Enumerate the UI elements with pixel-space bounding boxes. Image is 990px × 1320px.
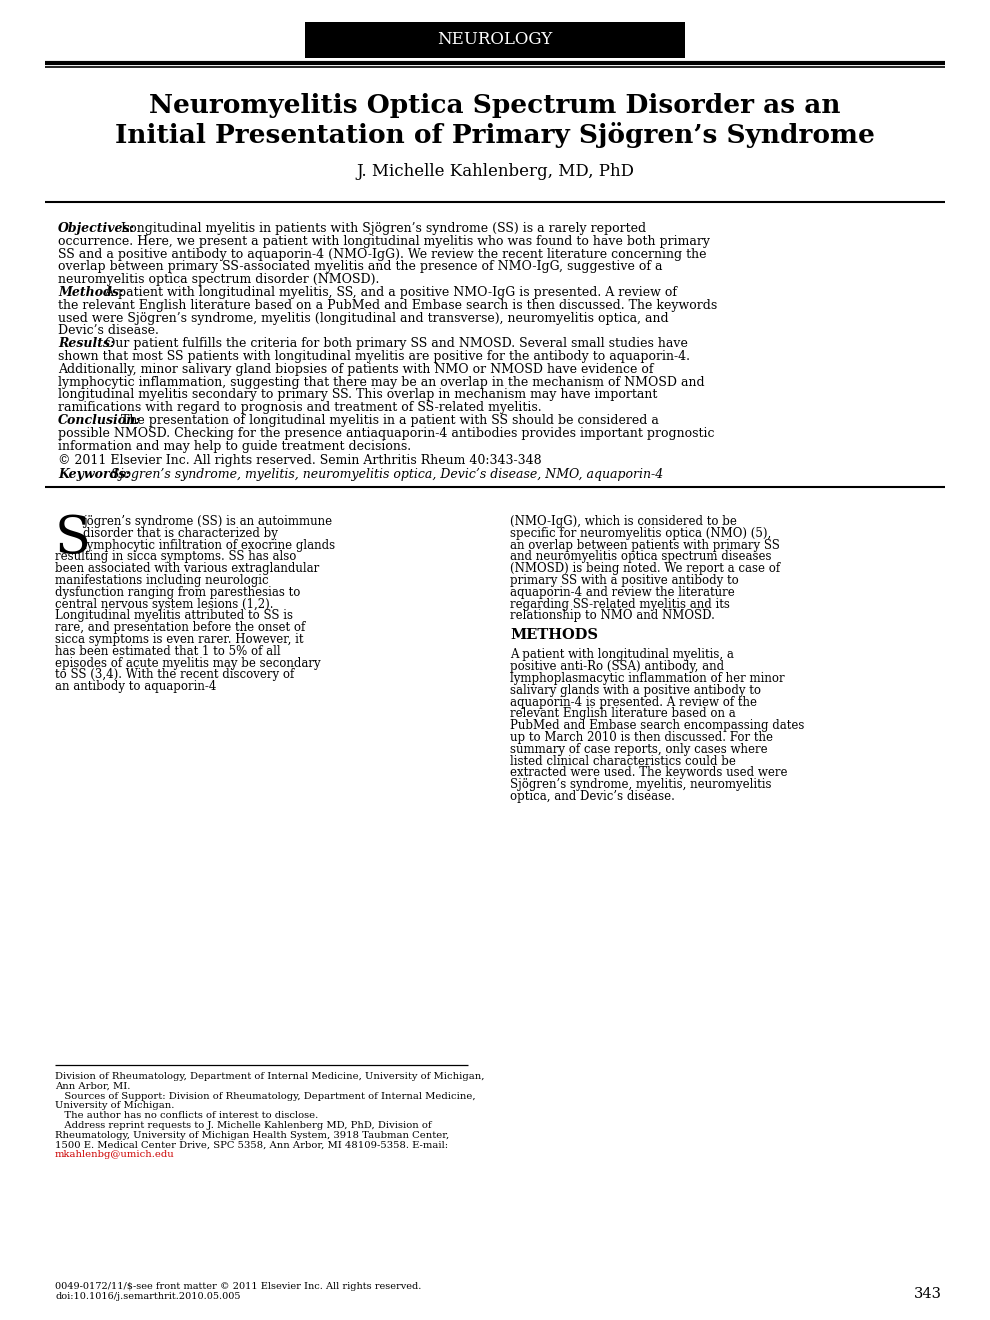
Text: lymphocytic infiltration of exocrine glands: lymphocytic infiltration of exocrine gla… — [83, 539, 336, 552]
Text: up to March 2010 is then discussed. For the: up to March 2010 is then discussed. For … — [510, 731, 773, 744]
Text: The presentation of longitudinal myelitis in a patient with SS should be conside: The presentation of longitudinal myeliti… — [118, 414, 659, 426]
Text: Devic’s disease.: Devic’s disease. — [58, 325, 158, 338]
Text: SS and a positive antibody to aquaporin-4 (NMO-IgG). We review the recent litera: SS and a positive antibody to aquaporin-… — [58, 248, 707, 260]
Text: Neuromyelitis Optica Spectrum Disorder as an: Neuromyelitis Optica Spectrum Disorder a… — [149, 92, 841, 117]
Text: has been estimated that 1 to 5% of all: has been estimated that 1 to 5% of all — [55, 644, 280, 657]
Text: aquaporin-4 is presented. A review of the: aquaporin-4 is presented. A review of th… — [510, 696, 757, 709]
FancyBboxPatch shape — [305, 22, 685, 58]
Text: Longitudinal myelitis in patients with Sjögren’s syndrome (SS) is a rarely repor: Longitudinal myelitis in patients with S… — [118, 222, 646, 235]
Text: Longitudinal myelitis attributed to SS is: Longitudinal myelitis attributed to SS i… — [55, 610, 293, 623]
Text: Conclusion:: Conclusion: — [58, 414, 141, 426]
Text: Rheumatology, University of Michigan Health System, 3918 Taubman Center,: Rheumatology, University of Michigan Hea… — [55, 1131, 449, 1139]
Text: shown that most SS patients with longitudinal myelitis are positive for the anti: shown that most SS patients with longitu… — [58, 350, 690, 363]
Text: specific for neuromyelitis optica (NMO) (5),: specific for neuromyelitis optica (NMO) … — [510, 527, 771, 540]
Text: an overlap between patients with primary SS: an overlap between patients with primary… — [510, 539, 780, 552]
Text: Additionally, minor salivary gland biopsies of patients with NMO or NMOSD have e: Additionally, minor salivary gland biops… — [58, 363, 653, 376]
Text: neuromyelitis optica spectrum disorder (NMOSD).: neuromyelitis optica spectrum disorder (… — [58, 273, 379, 286]
Text: Results:: Results: — [58, 337, 115, 350]
Text: used were Sjögren’s syndrome, myelitis (longitudinal and transverse), neuromyeli: used were Sjögren’s syndrome, myelitis (… — [58, 312, 668, 325]
Text: positive anti-Ro (SSA) antibody, and: positive anti-Ro (SSA) antibody, and — [510, 660, 724, 673]
Text: dysfunction ranging from paresthesias to: dysfunction ranging from paresthesias to — [55, 586, 300, 599]
Text: The author has no conflicts of interest to disclose.: The author has no conflicts of interest … — [55, 1111, 318, 1121]
Text: episodes of acute myelitis may be secondary: episodes of acute myelitis may be second… — [55, 656, 321, 669]
Text: lymphoplasmacytic inflammation of her minor: lymphoplasmacytic inflammation of her mi… — [510, 672, 785, 685]
Text: information and may help to guide treatment decisions.: information and may help to guide treatm… — [58, 440, 411, 453]
Text: Sjögren’s syndrome, myelitis, neuromyelitis: Sjögren’s syndrome, myelitis, neuromyeli… — [510, 777, 771, 791]
Text: overlap between primary SS-associated myelitis and the presence of NMO-IgG, sugg: overlap between primary SS-associated my… — [58, 260, 662, 273]
Text: disorder that is characterized by: disorder that is characterized by — [83, 527, 278, 540]
Text: Objectives:: Objectives: — [58, 222, 135, 235]
Text: jögren’s syndrome (SS) is an autoimmune: jögren’s syndrome (SS) is an autoimmune — [83, 515, 332, 528]
Text: S: S — [55, 513, 91, 564]
Text: (NMO-IgG), which is considered to be: (NMO-IgG), which is considered to be — [510, 515, 737, 528]
Text: 0049-0172/11/$-see front matter © 2011 Elsevier Inc. All rights reserved.: 0049-0172/11/$-see front matter © 2011 E… — [55, 1282, 422, 1291]
Text: sicca symptoms is even rarer. However, it: sicca symptoms is even rarer. However, i… — [55, 634, 304, 645]
Text: occurrence. Here, we present a patient with longitudinal myelitis who was found : occurrence. Here, we present a patient w… — [58, 235, 710, 248]
Text: manifestations including neurologic: manifestations including neurologic — [55, 574, 268, 587]
Text: J. Michelle Kahlenberg, MD, PhD: J. Michelle Kahlenberg, MD, PhD — [356, 164, 634, 181]
Text: central nervous system lesions (1,2).: central nervous system lesions (1,2). — [55, 598, 273, 611]
Text: University of Michigan.: University of Michigan. — [55, 1101, 174, 1110]
Text: ramifications with regard to prognosis and treatment of SS-related myelitis.: ramifications with regard to prognosis a… — [58, 401, 542, 414]
Text: salivary glands with a positive antibody to: salivary glands with a positive antibody… — [510, 684, 761, 697]
Text: possible NMOSD. Checking for the presence antiaquaporin-4 antibodies provides im: possible NMOSD. Checking for the presenc… — [58, 426, 715, 440]
Text: longitudinal myelitis secondary to primary SS. This overlap in mechanism may hav: longitudinal myelitis secondary to prima… — [58, 388, 657, 401]
Text: rare, and presentation before the onset of: rare, and presentation before the onset … — [55, 622, 305, 634]
Text: the relevant English literature based on a PubMed and Embase search is then disc: the relevant English literature based on… — [58, 298, 717, 312]
Text: been associated with various extraglandular: been associated with various extraglandu… — [55, 562, 319, 576]
Text: (NMOSD) is being noted. We report a case of: (NMOSD) is being noted. We report a case… — [510, 562, 780, 576]
Text: A patient with longitudinal myelitis, SS, and a positive NMO-IgG is presented. A: A patient with longitudinal myelitis, SS… — [101, 286, 677, 300]
Text: NEUROLOGY: NEUROLOGY — [438, 32, 552, 49]
Text: an antibody to aquaporin-4: an antibody to aquaporin-4 — [55, 680, 217, 693]
Text: Ann Arbor, MI.: Ann Arbor, MI. — [55, 1082, 131, 1090]
Text: relevant English literature based on a: relevant English literature based on a — [510, 708, 736, 721]
Text: © 2011 Elsevier Inc. All rights reserved. Semin Arthritis Rheum 40:343-348: © 2011 Elsevier Inc. All rights reserved… — [58, 454, 542, 467]
Text: 1500 E. Medical Center Drive, SPC 5358, Ann Arbor, MI 48109-5358. E-mail:: 1500 E. Medical Center Drive, SPC 5358, … — [55, 1140, 448, 1150]
Text: Initial Presentation of Primary Sjögren’s Syndrome: Initial Presentation of Primary Sjögren’… — [115, 121, 875, 148]
Text: regarding SS-related myelitis and its: regarding SS-related myelitis and its — [510, 598, 730, 611]
Text: extracted were used. The keywords used were: extracted were used. The keywords used w… — [510, 767, 787, 779]
Text: doi:10.1016/j.semarthrit.2010.05.005: doi:10.1016/j.semarthrit.2010.05.005 — [55, 1292, 241, 1302]
Text: Keywords:: Keywords: — [58, 469, 130, 482]
Text: listed clinical characteristics could be: listed clinical characteristics could be — [510, 755, 736, 767]
Text: resulting in sicca symptoms. SS has also: resulting in sicca symptoms. SS has also — [55, 550, 296, 564]
Text: PubMed and Embase search encompassing dates: PubMed and Embase search encompassing da… — [510, 719, 804, 733]
Text: A patient with longitudinal myelitis, a: A patient with longitudinal myelitis, a — [510, 648, 734, 661]
Text: and neuromyelitis optica spectrum diseases: and neuromyelitis optica spectrum diseas… — [510, 550, 771, 564]
Text: aquaporin-4 and review the literature: aquaporin-4 and review the literature — [510, 586, 735, 599]
Text: Our patient fulfills the criteria for both primary SS and NMOSD. Several small s: Our patient fulfills the criteria for bo… — [101, 337, 688, 350]
Text: METHODS: METHODS — [510, 628, 598, 643]
Text: lymphocytic inflammation, suggesting that there may be an overlap in the mechani: lymphocytic inflammation, suggesting tha… — [58, 376, 705, 388]
Text: relationship to NMO and NMOSD.: relationship to NMO and NMOSD. — [510, 610, 715, 623]
Text: Sources of Support: Division of Rheumatology, Department of Internal Medicine,: Sources of Support: Division of Rheumato… — [55, 1092, 475, 1101]
Text: Division of Rheumatology, Department of Internal Medicine, University of Michiga: Division of Rheumatology, Department of … — [55, 1072, 484, 1081]
Text: Sjogren’s syndrome, myelitis, neuromyelitis optica, Devic’s disease, NMO, aquapo: Sjogren’s syndrome, myelitis, neuromyeli… — [107, 469, 663, 482]
Text: summary of case reports, only cases where: summary of case reports, only cases wher… — [510, 743, 767, 756]
Text: Methods:: Methods: — [58, 286, 124, 300]
Text: to SS (3,4). With the recent discovery of: to SS (3,4). With the recent discovery o… — [55, 668, 294, 681]
Text: 343: 343 — [914, 1287, 942, 1302]
Text: optica, and Devic’s disease.: optica, and Devic’s disease. — [510, 789, 675, 803]
Text: Address reprint requests to J. Michelle Kahlenberg MD, PhD, Division of: Address reprint requests to J. Michelle … — [55, 1121, 432, 1130]
Text: mkahlenbg@umich.edu: mkahlenbg@umich.edu — [55, 1151, 175, 1159]
Text: primary SS with a positive antibody to: primary SS with a positive antibody to — [510, 574, 739, 587]
